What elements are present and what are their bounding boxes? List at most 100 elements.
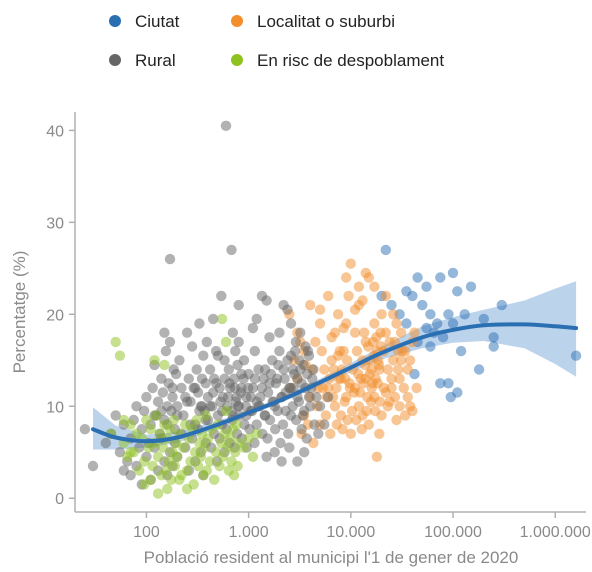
data-point <box>320 410 332 421</box>
data-point <box>308 364 319 375</box>
data-point <box>303 391 315 403</box>
data-point <box>227 327 238 338</box>
data-point <box>344 378 355 389</box>
data-point <box>488 332 499 343</box>
data-point <box>134 465 145 476</box>
data-point <box>345 258 356 269</box>
data-point <box>172 401 183 412</box>
data-point <box>279 373 290 384</box>
data-point <box>228 470 240 481</box>
data-point <box>243 382 254 394</box>
data-point <box>459 309 470 320</box>
legend-label-rural: Rural <box>135 51 176 70</box>
data-point <box>384 396 395 407</box>
data-point <box>233 299 244 311</box>
y-tick-label: 40 <box>46 123 64 140</box>
data-point <box>296 424 307 435</box>
y-tick-label: 0 <box>55 491 64 508</box>
data-point <box>139 479 150 490</box>
data-point <box>285 382 296 394</box>
data-point <box>380 387 391 398</box>
data-point <box>194 318 205 329</box>
data-point <box>226 244 237 256</box>
x-tick-label: 100 <box>133 524 160 541</box>
data-point <box>386 373 397 384</box>
data-point <box>425 341 436 352</box>
data-point <box>152 396 164 407</box>
series-localitat-o-suburbi <box>284 258 422 462</box>
data-point <box>164 253 176 265</box>
data-point <box>210 378 222 389</box>
data-point <box>373 359 385 371</box>
data-point <box>200 410 211 421</box>
data-point <box>285 318 297 329</box>
data-point <box>79 424 91 435</box>
x-tick-label: 10.000 <box>326 524 375 541</box>
data-point <box>395 355 407 366</box>
data-point <box>338 322 349 334</box>
data-point <box>342 414 353 426</box>
data-point <box>369 318 380 329</box>
data-point <box>298 359 309 371</box>
data-point <box>272 405 283 417</box>
data-point <box>249 345 260 357</box>
data-point <box>295 327 306 338</box>
data-point <box>283 428 294 439</box>
x-tick-label: 1.000 <box>229 524 269 541</box>
data-point <box>219 373 230 384</box>
data-point <box>261 451 272 462</box>
data-point <box>376 309 387 320</box>
data-point <box>204 364 216 375</box>
data-point <box>172 451 183 462</box>
data-point <box>192 460 204 472</box>
data-point <box>264 332 275 343</box>
data-point <box>170 368 182 380</box>
data-point <box>164 336 176 348</box>
data-point <box>443 309 454 320</box>
data-point <box>160 465 172 476</box>
data-point <box>251 313 262 325</box>
data-point <box>356 424 367 435</box>
data-point <box>358 378 369 389</box>
data-point <box>220 336 232 348</box>
data-point <box>303 350 315 361</box>
data-point <box>183 373 194 384</box>
data-point <box>386 299 397 311</box>
data-point <box>395 327 407 338</box>
data-point <box>359 327 370 338</box>
data-point <box>216 290 227 302</box>
series-en-risc-de-despoblament <box>105 313 262 499</box>
data-point <box>332 350 344 361</box>
data-point <box>181 396 193 407</box>
data-point <box>478 313 489 325</box>
data-point <box>181 483 193 495</box>
data-point <box>152 451 164 462</box>
data-point <box>496 299 507 311</box>
data-point <box>445 391 456 403</box>
legend-swatch-localitat-o-suburbi <box>231 15 243 27</box>
data-point <box>437 332 449 343</box>
data-point <box>382 364 393 375</box>
x-tick-label: 100.000 <box>424 524 482 541</box>
data-point <box>261 295 272 306</box>
data-point <box>216 313 228 325</box>
data-point <box>141 414 152 426</box>
data-point <box>339 396 350 407</box>
data-point <box>145 424 156 435</box>
data-point <box>233 336 244 348</box>
data-point <box>174 355 185 366</box>
data-point <box>328 364 339 375</box>
data-point <box>310 336 321 348</box>
data-point <box>314 318 326 329</box>
data-point <box>178 442 189 453</box>
data-point <box>230 345 241 357</box>
data-point <box>391 414 402 426</box>
axes-layer: 0 10 20 30 40 100 1.000 10.000 100.000 1.000.000 <box>46 112 591 541</box>
data-point <box>311 391 322 403</box>
data-point <box>319 419 330 430</box>
data-point <box>273 359 284 371</box>
data-point <box>421 281 432 292</box>
legend-swatch-rural <box>109 54 121 66</box>
data-point <box>292 456 303 467</box>
data-point <box>243 433 254 444</box>
